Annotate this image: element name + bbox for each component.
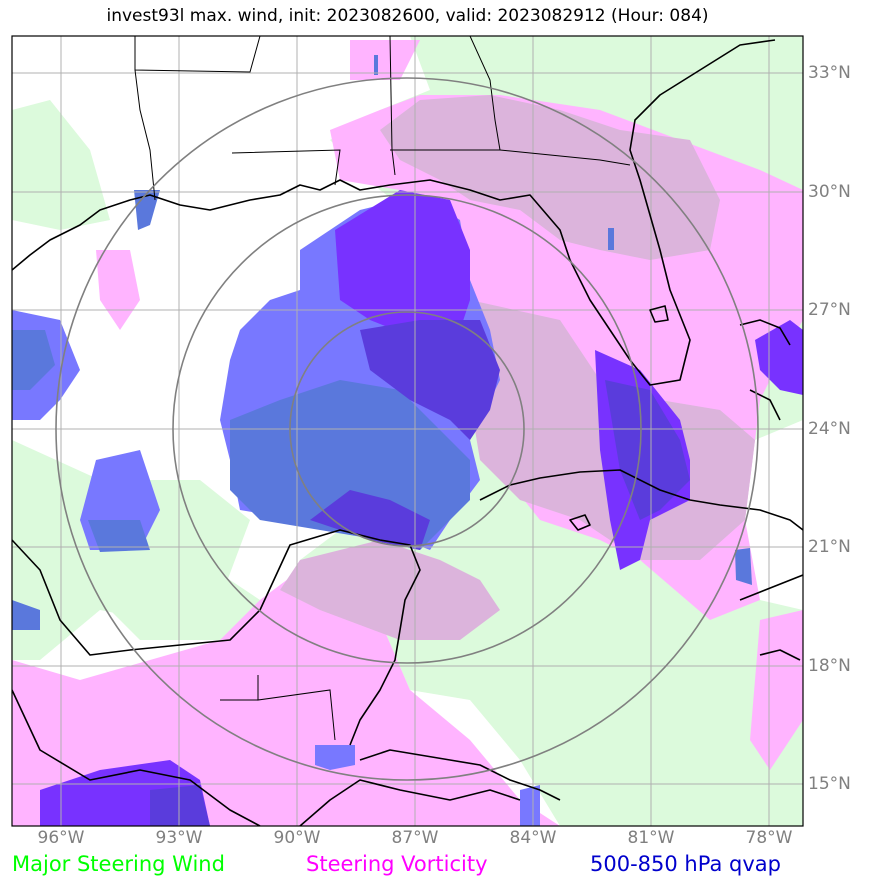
- lat-tick-label: 24°N: [808, 419, 851, 439]
- lat-tick-label: 21°N: [808, 537, 851, 557]
- lon-tick-label: 96°W: [37, 828, 85, 848]
- lon-tick-label: 81°W: [627, 828, 675, 848]
- legend-steering-wind: Major Steering Wind: [12, 852, 225, 876]
- map-title: invest93l max. wind, init: 2023082600, v…: [106, 6, 709, 26]
- legend-qvap: 500-850 hPa qvap: [590, 852, 781, 876]
- lon-tick-label: 90°W: [273, 828, 321, 848]
- legend-steering-vorticity: Steering Vorticity: [306, 852, 488, 876]
- lat-tick-label: 27°N: [808, 300, 851, 320]
- lat-tick-label: 30°N: [808, 182, 851, 202]
- lat-tick-label: 33°N: [808, 63, 851, 83]
- lon-tick-label: 84°W: [509, 828, 557, 848]
- map-frame: [11, 35, 804, 827]
- lat-tick-label: 15°N: [808, 774, 851, 794]
- lat-tick-label: 18°N: [808, 656, 851, 676]
- range-rings: [55, 77, 759, 781]
- lon-tick-label: 87°W: [391, 828, 439, 848]
- lon-tick-label: 78°W: [745, 828, 793, 848]
- lon-tick-label: 93°W: [155, 828, 203, 848]
- qvap-field: [12, 55, 803, 826]
- state-borders: [134, 36, 631, 741]
